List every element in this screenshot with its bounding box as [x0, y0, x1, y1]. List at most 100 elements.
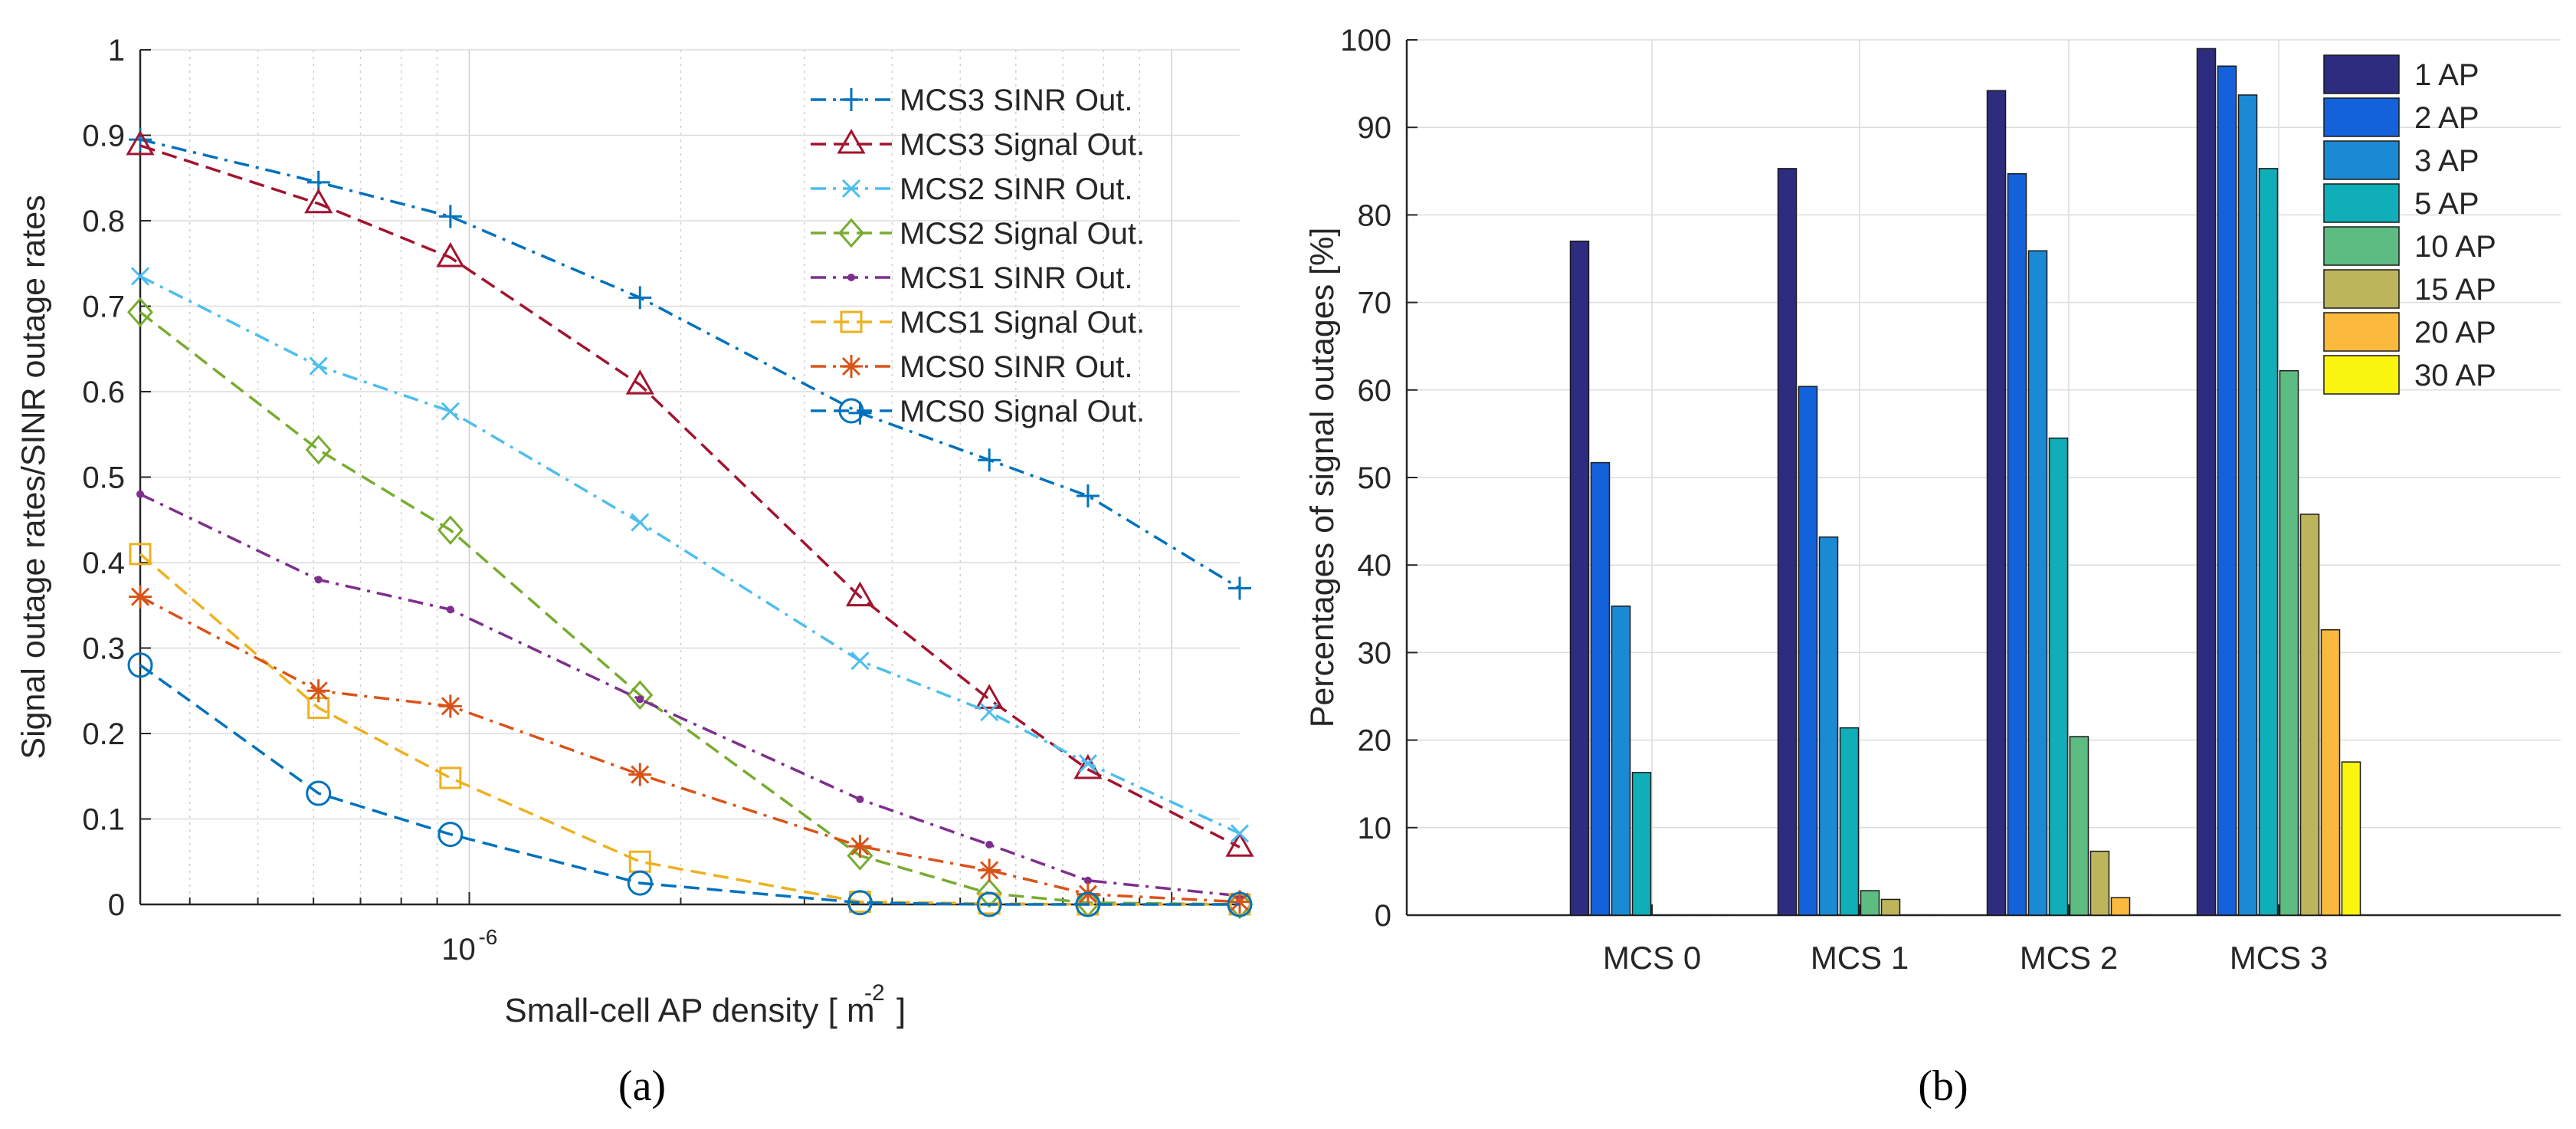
series-line-0: [139, 138, 1240, 589]
y-tick-label: 1: [108, 34, 125, 67]
legend-label: 5 AP: [2414, 187, 2479, 221]
bar: [2217, 65, 2237, 916]
y-tick-label: 0.2: [82, 717, 125, 751]
bar: [1818, 536, 1839, 916]
caption-b: (b): [1918, 1062, 1968, 1110]
bar: [2320, 628, 2341, 916]
series-line-3: [139, 310, 1240, 906]
x-tick-label: MCS 2: [2020, 940, 2118, 976]
data-point: [306, 679, 330, 703]
bar: [2279, 369, 2299, 916]
x-tick-label: MCS 0: [1603, 940, 1701, 976]
data-point: [975, 684, 1004, 709]
legend-label: MCS2 SINR Out.: [900, 172, 1133, 206]
data-point: [127, 652, 153, 678]
legend-label: 10 AP: [2414, 230, 2496, 264]
legend-marker: [840, 310, 863, 333]
bar: [2237, 94, 2258, 916]
legend-label: MCS3 Signal Out.: [900, 128, 1145, 162]
data-point: [1228, 890, 1251, 914]
data-point: [136, 490, 144, 498]
y-tick-label: 60: [1358, 374, 1392, 408]
data-point: [1230, 824, 1250, 843]
bar-chart-panel: 0 10 20 30 40 50 60 70 80 90 100 MCS 0 MCS 1 MCS 2 MCS…: [1304, 24, 2561, 976]
data-point: [985, 840, 994, 848]
legend-label: 2 AP: [2414, 101, 2479, 135]
data-point: [437, 515, 464, 545]
y-tick-label: 0.5: [82, 461, 125, 495]
y-tick-label: 0: [108, 888, 125, 922]
legend-label: MCS0 Signal Out.: [900, 395, 1145, 428]
data-point: [847, 841, 873, 871]
data-point: [627, 870, 653, 896]
data-point: [628, 286, 652, 310]
data-point: [848, 835, 872, 858]
x-tick-label: MCS 3: [2230, 940, 2328, 976]
bar: [2299, 514, 2320, 916]
data-point: [628, 763, 652, 786]
data-point: [627, 680, 654, 711]
legend-label: 30 AP: [2414, 359, 2496, 392]
data-point: [446, 606, 454, 614]
y-axis-label: Percentages of signal outages [%]: [1304, 228, 1341, 728]
y-axis-label: Signal outage rates/SINR outage rates: [15, 195, 52, 759]
legend-label: MCS2 Signal Out.: [900, 217, 1145, 251]
series-line-7: [139, 664, 1240, 906]
legend-label: MCS3 SINR Out.: [900, 84, 1133, 117]
legend-swatch: [2323, 226, 2400, 266]
data-point: [850, 651, 870, 671]
y-tick-label: 100: [1340, 24, 1391, 57]
data-point: [309, 356, 328, 376]
legend-label: MCS1 SINR Out.: [900, 261, 1133, 295]
data-point: [441, 402, 460, 421]
x-tick-label-exponent: -6: [478, 925, 497, 949]
bar: [2007, 172, 2027, 916]
data-point: [631, 513, 650, 532]
bar: [1631, 772, 1652, 916]
data-point: [438, 822, 464, 848]
bar: [2196, 48, 2217, 916]
legend-marker: [838, 398, 864, 424]
bar: [1839, 727, 1860, 916]
series-line-1: [139, 144, 1240, 848]
data-point: [976, 891, 1002, 917]
data-point: [130, 267, 150, 286]
data-point: [314, 576, 323, 584]
data-point: [1076, 484, 1100, 508]
data-point: [1078, 753, 1097, 773]
data-point: [978, 448, 1001, 472]
data-point: [1226, 889, 1254, 920]
legend-swatch: [2323, 312, 2400, 352]
x-axis-label-end: ]: [896, 992, 906, 1029]
bar: [2089, 850, 2110, 916]
y-tick-label: 20: [1358, 724, 1392, 758]
data-point: [129, 543, 152, 566]
data-point: [845, 581, 875, 607]
y-tick-label: 0.7: [82, 290, 125, 324]
legend-label: MCS1 Signal Out.: [900, 306, 1145, 340]
data-point: [1075, 891, 1101, 917]
y-tick-label: 40: [1358, 549, 1392, 583]
data-point: [625, 369, 654, 395]
data-point: [1225, 832, 1254, 857]
y-tick-label: 30: [1358, 636, 1392, 670]
data-point: [856, 795, 864, 803]
bar: [1986, 90, 2007, 916]
y-tick-label: 0.3: [82, 632, 125, 666]
bar: [1880, 898, 1901, 916]
legend-marker: [840, 88, 863, 111]
y-tick-label: 50: [1358, 461, 1392, 495]
bar: [2048, 437, 2069, 916]
y-tick-label: 0.8: [82, 205, 125, 238]
legend-label: MCS0 SINR Out.: [900, 350, 1133, 384]
legend-swatch: [2323, 54, 2400, 94]
y-tick-label: 0.4: [82, 546, 125, 580]
data-point: [436, 241, 465, 267]
legend-label: 1 AP: [2414, 58, 2479, 92]
y-tick-label: 0: [1375, 899, 1391, 933]
data-point: [126, 297, 154, 327]
legend-label: 3 AP: [2414, 144, 2479, 178]
legend-swatch: [2323, 355, 2400, 395]
line-chart-panel: 0 0.1 0.2 0.3 0.4 0.5 0.6 0.7 0.8 0.9 1 10 -6 Small-c…: [15, 34, 1254, 1029]
data-point: [439, 766, 462, 789]
